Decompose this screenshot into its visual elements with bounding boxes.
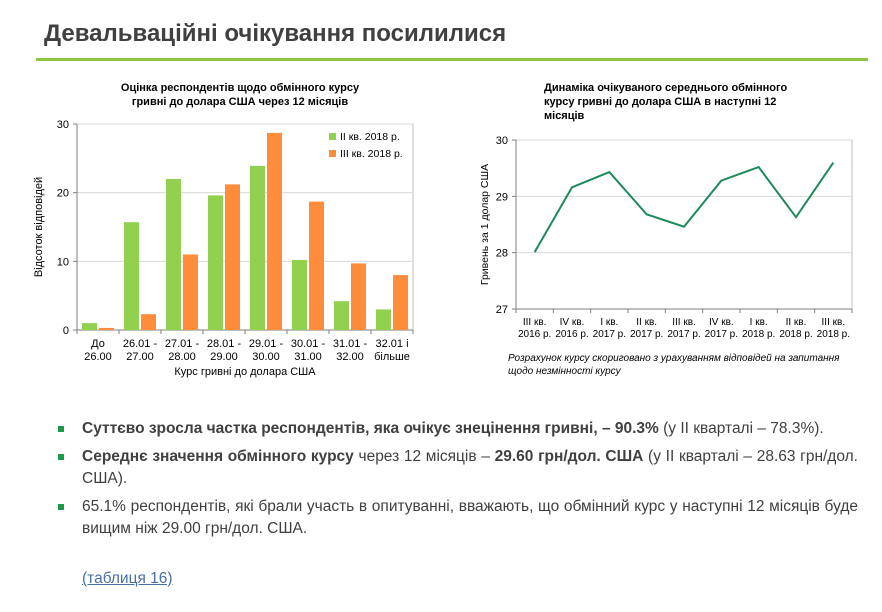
y-tick-label: 0 <box>63 325 69 337</box>
x-tick-label: 28.00 <box>168 351 196 363</box>
x-tick-label: 2018 р. <box>817 329 850 340</box>
x-tick-label: До <box>91 338 105 350</box>
x-tick-label: 30.00 <box>252 351 280 363</box>
y-axis-label: Відсоток відповідей <box>33 177 45 277</box>
line-chart-title-line3: місяців <box>544 110 585 122</box>
x-tick-label: 27.00 <box>126 351 154 363</box>
x-tick-label: І кв. <box>600 317 618 328</box>
x-tick-label: ІV кв. <box>560 317 585 328</box>
bar <box>309 201 324 330</box>
bullet-list: Суттєво зросла частка респондентів, яка … <box>58 418 858 546</box>
bullet-2-bold2: 29.60 грн/дол. США <box>494 448 644 465</box>
bar <box>351 263 366 330</box>
bullet-item: Середнє значення обмінного курсу через 1… <box>58 446 858 490</box>
x-tick-label: 31.01 - <box>333 338 368 350</box>
bullet-1-rest: (у ІІ кварталі – 78.3%). <box>658 420 824 437</box>
bullet-marker <box>58 426 64 432</box>
legend-label: ІІ кв. 2018 р. <box>340 131 400 143</box>
x-tick-label: ІV кв. <box>709 317 734 328</box>
bar <box>376 309 391 330</box>
bullet-1-bold: Суттєво зросла частка респондентів, яка … <box>82 420 659 437</box>
bar <box>82 323 97 330</box>
bar-chart-title-line1: Оцінка респондентів щодо обмінного курсу <box>120 82 360 94</box>
x-tick-label: І кв. <box>750 317 768 328</box>
bar <box>99 327 114 330</box>
x-tick-label: 26.01 - <box>123 338 158 350</box>
bar <box>183 254 198 330</box>
legend-label: ІІІ кв. 2018 р. <box>340 148 403 160</box>
x-tick-label: 28.01 - <box>207 338 242 350</box>
x-tick-label: 2017 р. <box>630 329 663 340</box>
x-tick-label: ІІІ кв. <box>672 317 696 328</box>
x-tick-label: 2016 р. <box>518 329 551 340</box>
page-title: Девальваційні очікування посилилися <box>44 20 507 47</box>
bar <box>292 259 307 330</box>
x-tick-label: 2018 р. <box>742 329 775 340</box>
line-chart-title-line2: курсу гривні до долара США в наступні 12 <box>544 96 777 108</box>
y-tick-label: 28 <box>496 248 508 260</box>
bar-chart-title: Оцінка респондентів щодо обмінного курсу… <box>70 81 410 109</box>
x-tick-label: ІІІ кв. <box>822 317 846 328</box>
bar <box>393 275 408 330</box>
x-tick-label: 32.01 і <box>375 338 408 350</box>
x-tick-label: 30.01 - <box>291 338 326 350</box>
title-divider <box>36 58 868 61</box>
x-tick-label: 31.00 <box>294 351 322 363</box>
y-tick-label: 30 <box>57 119 69 131</box>
x-tick-label: ІІ кв. <box>786 317 807 328</box>
x-tick-label: 26.00 <box>84 351 112 363</box>
bar <box>166 178 181 330</box>
x-tick-label: 27.01 - <box>165 338 200 350</box>
x-axis-label: Курс гривні до долара США <box>174 366 316 378</box>
chart-note: Розрахунок курсу скориговано з урахуванн… <box>508 353 840 377</box>
y-tick-label: 10 <box>57 256 69 268</box>
bullet-marker <box>58 454 64 460</box>
bullet-3-text: 65.1% респондентів, які брали участь в о… <box>82 498 858 537</box>
x-tick-label: 2017 р. <box>593 329 626 340</box>
bar <box>334 301 349 330</box>
x-tick-label: 29.00 <box>210 351 238 363</box>
y-tick-label: 20 <box>57 188 69 200</box>
bullet-2-rest: (у ІІ кварталі – 28.63 грн/дол. США). <box>82 448 858 487</box>
y-tick-label: 27 <box>496 304 508 316</box>
series-line <box>533 161 835 253</box>
x-tick-label: ІІІ кв. <box>523 317 547 328</box>
y-tick-label: 30 <box>496 135 508 147</box>
bar-chart-title-line2: гривні до долара США через 12 місяців <box>131 96 349 108</box>
table-16-link[interactable]: (таблиця 16) <box>82 570 173 587</box>
bullet-2-bold: Середнє значення обмінного курсу <box>82 448 354 465</box>
bar <box>225 184 240 330</box>
x-tick-label: 2017 р. <box>667 329 700 340</box>
line-chart-title: Динаміка очікуваного середнього обмінног… <box>544 81 844 123</box>
legend-swatch <box>329 150 336 157</box>
bar <box>267 132 282 330</box>
bullet-item: 65.1% респондентів, які брали участь в о… <box>58 496 858 540</box>
bar <box>250 165 265 330</box>
bullet-2-mid: через 12 місяців – <box>353 448 495 465</box>
legend-swatch <box>329 133 336 140</box>
x-tick-label: 2018 р. <box>779 329 812 340</box>
bar <box>208 195 223 330</box>
x-tick-label: більше <box>374 351 410 363</box>
bar <box>141 314 156 330</box>
x-tick-label: 32.00 <box>336 351 364 363</box>
bar <box>124 222 139 330</box>
x-tick-label: 2017 р. <box>705 329 738 340</box>
line-chart-title-line1: Динаміка очікуваного середнього обмінног… <box>544 82 788 94</box>
bullet-item: Суттєво зросла частка респондентів, яка … <box>58 418 858 440</box>
y-tick-label: 29 <box>496 191 508 203</box>
x-tick-label: ІІ кв. <box>636 317 657 328</box>
x-tick-label: 29.01 - <box>249 338 284 350</box>
bullet-marker <box>58 504 64 510</box>
y-axis-label: Гривень за 1 долар США <box>479 164 491 285</box>
x-tick-label: 2016 р. <box>555 329 588 340</box>
plot-area <box>515 139 853 310</box>
